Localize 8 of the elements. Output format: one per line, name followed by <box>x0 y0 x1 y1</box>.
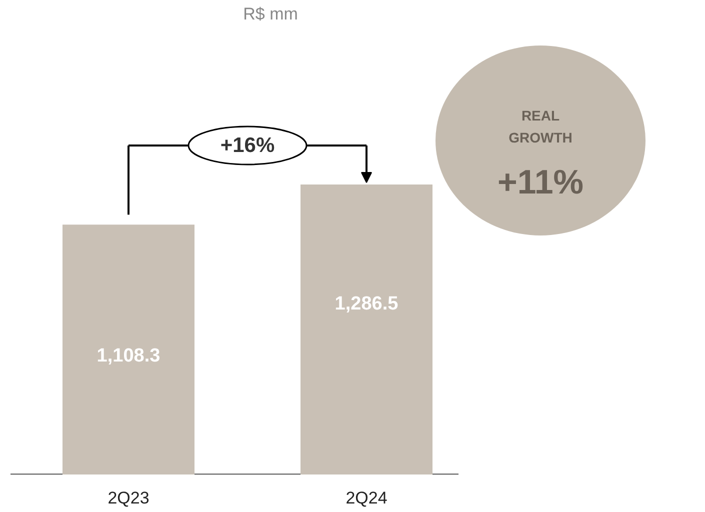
data-label: 1,286.5 <box>334 294 399 314</box>
x-tick-label: 2Q23 <box>108 488 150 508</box>
text: +16% <box>220 134 275 157</box>
text: +11% <box>497 164 584 202</box>
text: REAL GROWTH <box>508 108 572 146</box>
data-label: 1,108.3 <box>96 346 160 367</box>
chart-title: R$ mm <box>243 4 298 24</box>
x-tick-label: 2Q24 <box>346 488 388 508</box>
